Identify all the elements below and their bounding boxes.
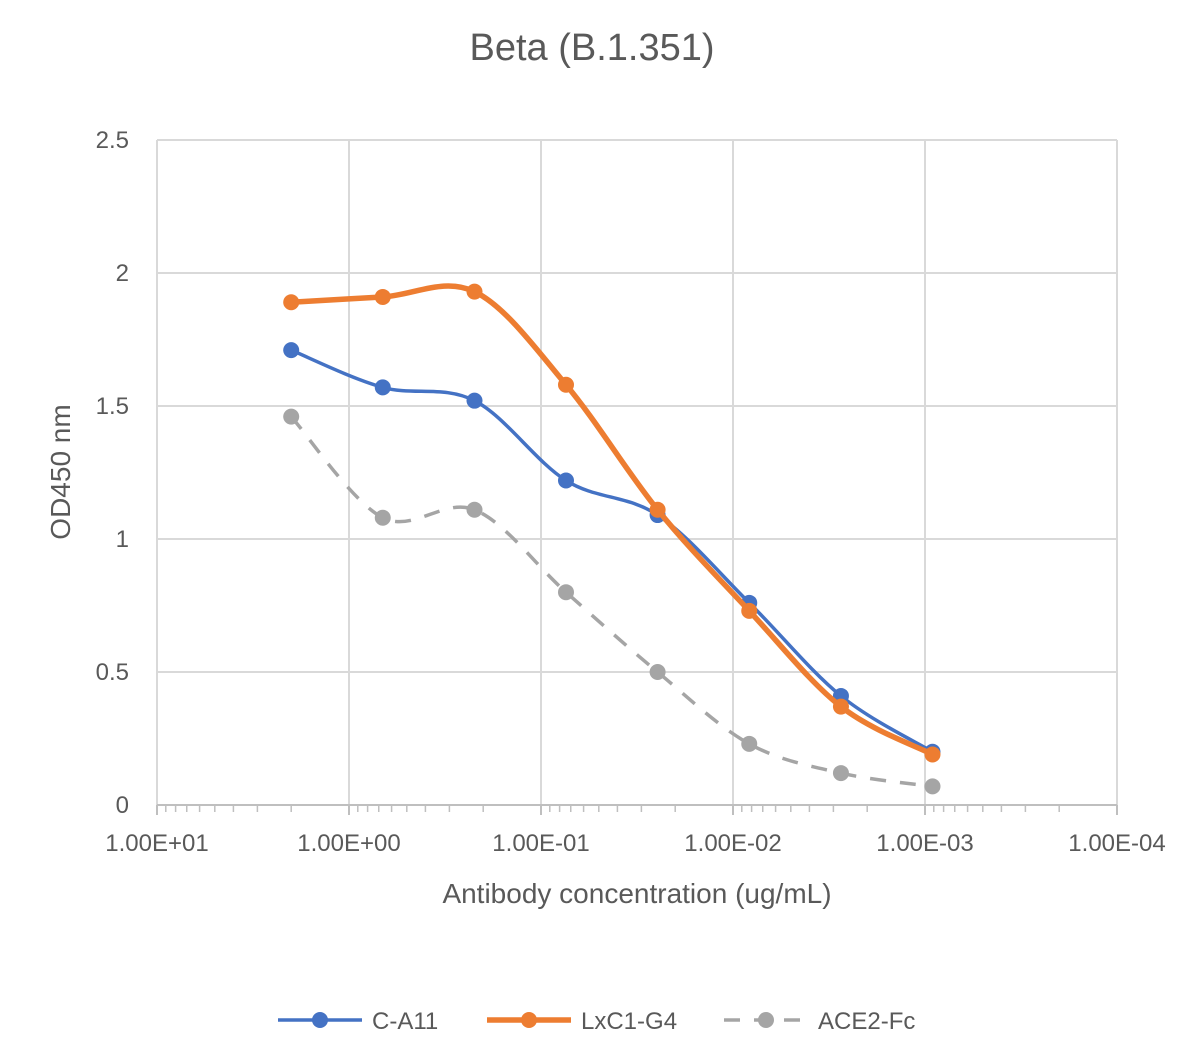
data-point <box>649 501 666 518</box>
data-point <box>283 408 300 425</box>
data-point <box>741 602 758 619</box>
y-axis-label: OD450 nm <box>45 404 76 539</box>
legend: C-A11 LxC1-G4 ACE2-Fc <box>278 1008 915 1035</box>
series-c-a11 <box>283 342 941 760</box>
data-point <box>374 379 391 396</box>
series-line <box>289 348 935 754</box>
legend-label: C-A11 <box>372 1008 438 1035</box>
axes <box>156 140 1118 815</box>
legend-item: LxC1-G4 <box>487 1008 677 1035</box>
grid <box>157 139 1118 805</box>
y-tick-label: 0.5 <box>96 659 129 686</box>
data-point <box>557 472 574 489</box>
legend-label: ACE2-Fc <box>818 1008 915 1035</box>
x-axis-label: Antibody concentration (ug/mL) <box>442 878 831 909</box>
data-point <box>374 288 391 305</box>
x-tick-label: 1.00E-02 <box>684 830 781 857</box>
data-point <box>557 376 574 393</box>
y-tick-label: 1.5 <box>96 393 129 420</box>
series-group <box>283 283 941 795</box>
data-point <box>283 294 300 311</box>
data-point <box>832 698 849 715</box>
legend-item: C-A11 <box>278 1008 438 1035</box>
x-tick-label: 1.00E+01 <box>105 830 208 857</box>
y-tick-label: 2.5 <box>96 127 129 154</box>
x-tick-label: 1.00E-01 <box>492 830 589 857</box>
tick-labels: 0 0.5 1 1.5 2 2.5 1.00E+01 1.00E+00 1.00E-01 1.00… <box>96 127 1166 857</box>
x-tick-label: 1.00E-03 <box>876 830 973 857</box>
data-point <box>924 746 941 763</box>
x-tick-label: 1.00E+00 <box>297 830 400 857</box>
data-point <box>466 392 483 409</box>
data-point <box>649 664 666 680</box>
legend-swatch-marker <box>521 1012 537 1028</box>
x-tick-label: 1.00E-04 <box>1068 830 1165 857</box>
data-point <box>283 342 300 359</box>
y-tick-label: 1 <box>116 526 129 553</box>
y-tick-label: 2 <box>116 260 129 287</box>
legend-label: LxC1-G4 <box>581 1008 677 1035</box>
data-point <box>557 584 574 601</box>
y-tick-label: 0 <box>116 792 129 819</box>
chart-title: Beta (B.1.351) <box>469 27 714 69</box>
data-point <box>924 778 941 795</box>
data-point <box>466 283 483 300</box>
data-point <box>466 501 483 518</box>
legend-item: ACE2-Fc <box>724 1008 915 1035</box>
series-lxc1-g4 <box>283 283 941 763</box>
legend-swatch-marker <box>312 1012 328 1028</box>
data-point <box>374 509 391 526</box>
data-point <box>832 765 849 782</box>
data-point <box>741 735 758 752</box>
series-line <box>288 283 936 758</box>
series-line <box>289 415 933 789</box>
legend-swatch-marker <box>758 1012 774 1028</box>
series-ace2-fc <box>283 408 941 795</box>
